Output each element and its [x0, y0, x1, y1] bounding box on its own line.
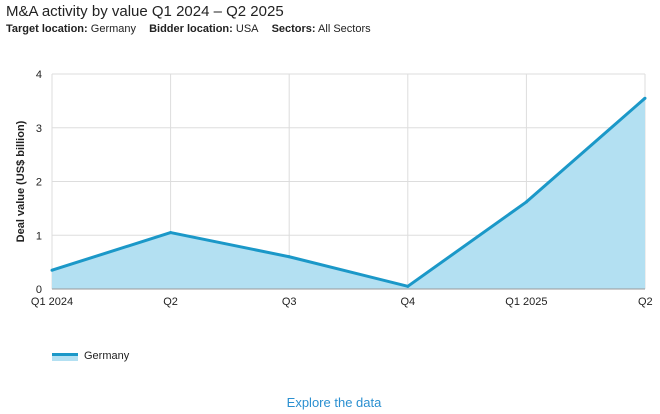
- y-tick-label: 4: [36, 69, 42, 81]
- y-tick-label: 0: [36, 284, 42, 296]
- x-tick-label: Q2: [163, 296, 178, 308]
- legend-label-germany: Germany: [84, 350, 130, 362]
- data-point: [287, 255, 291, 259]
- explore-data-link[interactable]: Explore the data: [286, 395, 382, 410]
- chart-plot: 0 1 2 3 4 Q1 2024 Q2 Q3 Q4 Q1 2025 Q2 Deal value (U…: [15, 69, 653, 308]
- data-point: [169, 231, 173, 235]
- data-point: [643, 96, 647, 100]
- y-tick-label: 1: [36, 230, 42, 242]
- x-tick-label: Q1 2024: [31, 296, 73, 308]
- y-axis-label: Deal value (US$ billion): [15, 120, 27, 242]
- x-tick-label: Q1 2025: [505, 296, 547, 308]
- filter-value: Germany: [90, 23, 137, 35]
- legend-swatch: [52, 351, 78, 361]
- data-point: [524, 200, 528, 204]
- data-point: [406, 284, 410, 288]
- filter-value: All Sectors: [318, 23, 371, 35]
- filter-label: Bidder location:: [149, 23, 233, 35]
- filter-summary: Target location: Germany Bidder location…: [6, 23, 381, 35]
- chart-title: M&A activity by value Q1 2024 – Q2 2025: [6, 3, 284, 20]
- filter-bidder-location: Bidder location: USA: [149, 23, 258, 35]
- legend[interactable]: Germany: [52, 350, 129, 362]
- x-tick-label: Q3: [282, 296, 297, 308]
- x-tick-label: Q2: [638, 296, 653, 308]
- x-tick-label: Q4: [400, 296, 415, 308]
- filter-label: Sectors:: [271, 23, 316, 35]
- series-line-germany: [51, 97, 646, 288]
- filter-sectors: Sectors: All Sectors: [272, 23, 371, 35]
- series-area-germany: [52, 98, 645, 289]
- y-tick-label: 3: [36, 123, 42, 135]
- filter-target-location: Target location: Germany: [6, 23, 136, 35]
- y-tick-label: 2: [36, 177, 42, 189]
- filter-label: Target location:: [6, 23, 88, 35]
- filter-value: USA: [235, 23, 259, 35]
- data-point: [50, 268, 54, 272]
